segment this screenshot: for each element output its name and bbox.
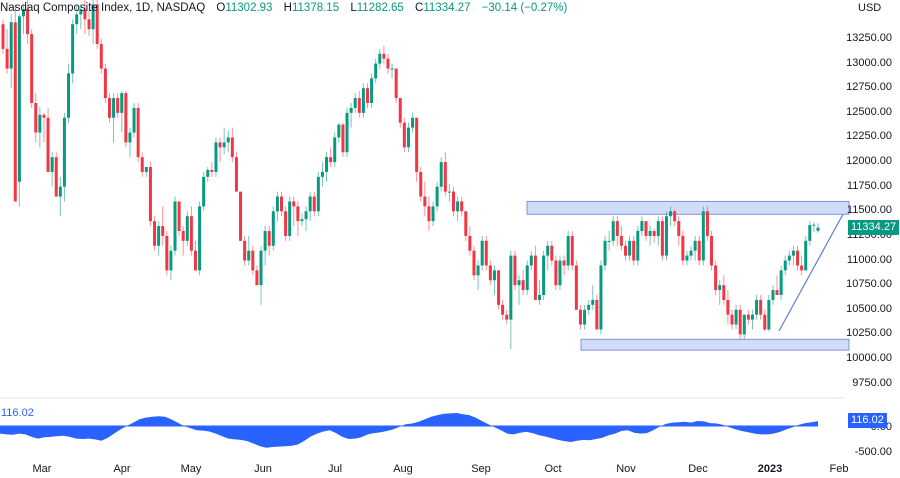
price-tick: 12250.00: [846, 130, 892, 143]
price-zones: [526, 200, 850, 351]
time-tick: Oct: [544, 463, 562, 475]
trendline[interactable]: [778, 213, 844, 332]
price-tick: 9750.00: [852, 376, 892, 389]
oscillator-value-label: 116.02: [1, 407, 34, 419]
close-value: 11334.27: [423, 2, 471, 14]
low-value: 11282.65: [356, 2, 404, 14]
high-label: H: [283, 2, 292, 14]
open-value: 11302.93: [225, 2, 273, 14]
time-tick: Apr: [113, 463, 131, 475]
oscillator-series: [0, 413, 818, 448]
low-label: L: [350, 2, 357, 14]
time-tick: 2023: [757, 463, 783, 475]
change-value: −30.14 (−0.27%): [481, 2, 568, 14]
time-tick: Aug: [393, 463, 413, 475]
time-tick: Sep: [471, 463, 491, 475]
price-tick: 11500.00: [846, 204, 892, 217]
price-tick: 12500.00: [846, 105, 892, 118]
price-tick: 10250.00: [846, 327, 892, 340]
osc-tick-minus500: -500.00: [854, 446, 892, 458]
time-tick: May: [180, 463, 202, 475]
price-tick: 12750.00: [846, 81, 892, 94]
symbol-title[interactable]: Nasdaq Composite Index, 1D, NASDAQ: [0, 2, 206, 14]
last-price-badge: 11334.27: [848, 220, 900, 235]
price-tick: 11750.00: [846, 179, 892, 192]
candlestick-series: [1, 0, 820, 350]
time-tick: Jun: [254, 463, 272, 475]
time-tick: Mar: [32, 463, 52, 475]
close-label: C: [415, 2, 424, 14]
high-value: 11378.15: [291, 2, 340, 14]
price-tick: 10750.00: [846, 278, 892, 291]
oscillator-last-badge: 116.02: [848, 413, 887, 428]
price-tick: 11000.00: [846, 253, 892, 266]
time-tick: Feb: [829, 463, 849, 475]
price-tick: 10000.00: [846, 351, 892, 364]
time-tick: Nov: [616, 463, 636, 475]
time-tick: Dec: [688, 463, 708, 475]
time-tick: Jul: [327, 463, 343, 475]
price-tick: 10500.00: [846, 302, 892, 315]
price-tick: 12000.00: [846, 155, 892, 168]
price-tick: 13250.00: [846, 32, 892, 44]
currency-label[interactable]: USD: [858, 2, 882, 14]
chart-legend: Nasdaq Composite Index, 1D, NASDAQ O1130…: [0, 0, 567, 16]
price-tick: 13000.00: [846, 56, 892, 69]
open-label: O: [216, 2, 226, 14]
